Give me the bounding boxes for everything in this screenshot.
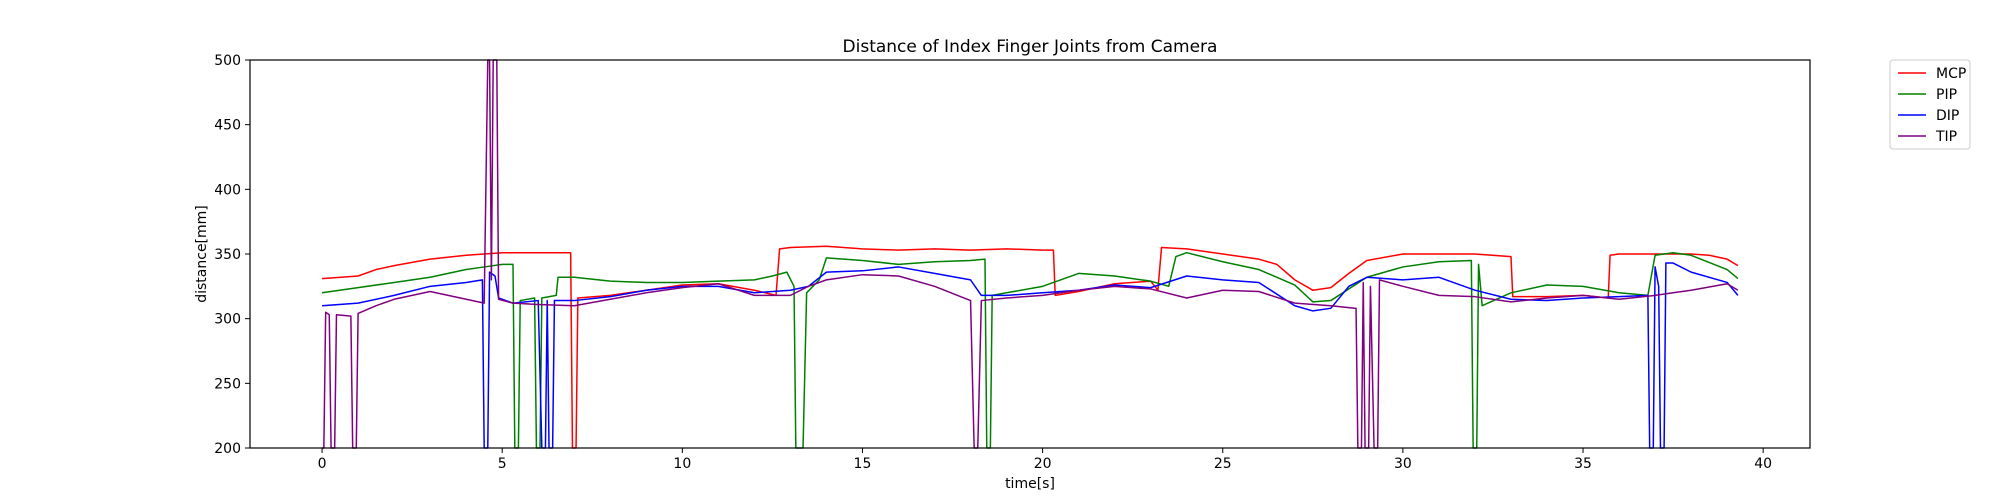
legend-label-pip: PIP [1936, 87, 1957, 103]
x-tick-label: 10 [673, 456, 691, 472]
y-tick-label: 350 [214, 247, 241, 263]
y-tick-label: 500 [214, 53, 241, 69]
x-tick-label: 40 [1754, 456, 1772, 472]
x-tick-label: 0 [318, 456, 327, 472]
legend-label-tip: TIP [1935, 129, 1957, 145]
x-axis-label: time[s] [1005, 476, 1055, 492]
x-axis-ticks: 0 5 10 15 20 25 30 35 40 [318, 448, 1772, 472]
x-tick-label: 30 [1394, 456, 1412, 472]
y-axis-label: distance[mm] [194, 205, 210, 303]
y-tick-label: 200 [214, 441, 241, 457]
x-tick-label: 5 [498, 456, 507, 472]
chart-title: Distance of Index Finger Joints from Cam… [843, 37, 1218, 57]
legend-label-dip: DIP [1936, 108, 1959, 124]
plot-area [250, 60, 1810, 448]
x-tick-label: 35 [1574, 456, 1592, 472]
legend-frame [1889, 59, 1971, 150]
legend-label-mcp: MCP [1936, 66, 1966, 82]
y-tick-label: 400 [214, 182, 241, 198]
y-axis-ticks: 200 250 300 350 400 450 500 [214, 53, 250, 457]
y-tick-label: 300 [214, 312, 241, 328]
x-tick-label: 15 [854, 456, 872, 472]
series-line-pip [321, 251, 1739, 449]
x-tick-label: 20 [1034, 456, 1052, 472]
y-tick-label: 450 [214, 118, 241, 134]
legend: MCP PIP DIP TIP [1889, 59, 1971, 150]
y-tick-label: 250 [214, 376, 241, 392]
x-tick-label: 25 [1214, 456, 1232, 472]
series-line-tip [322, 59, 1739, 449]
